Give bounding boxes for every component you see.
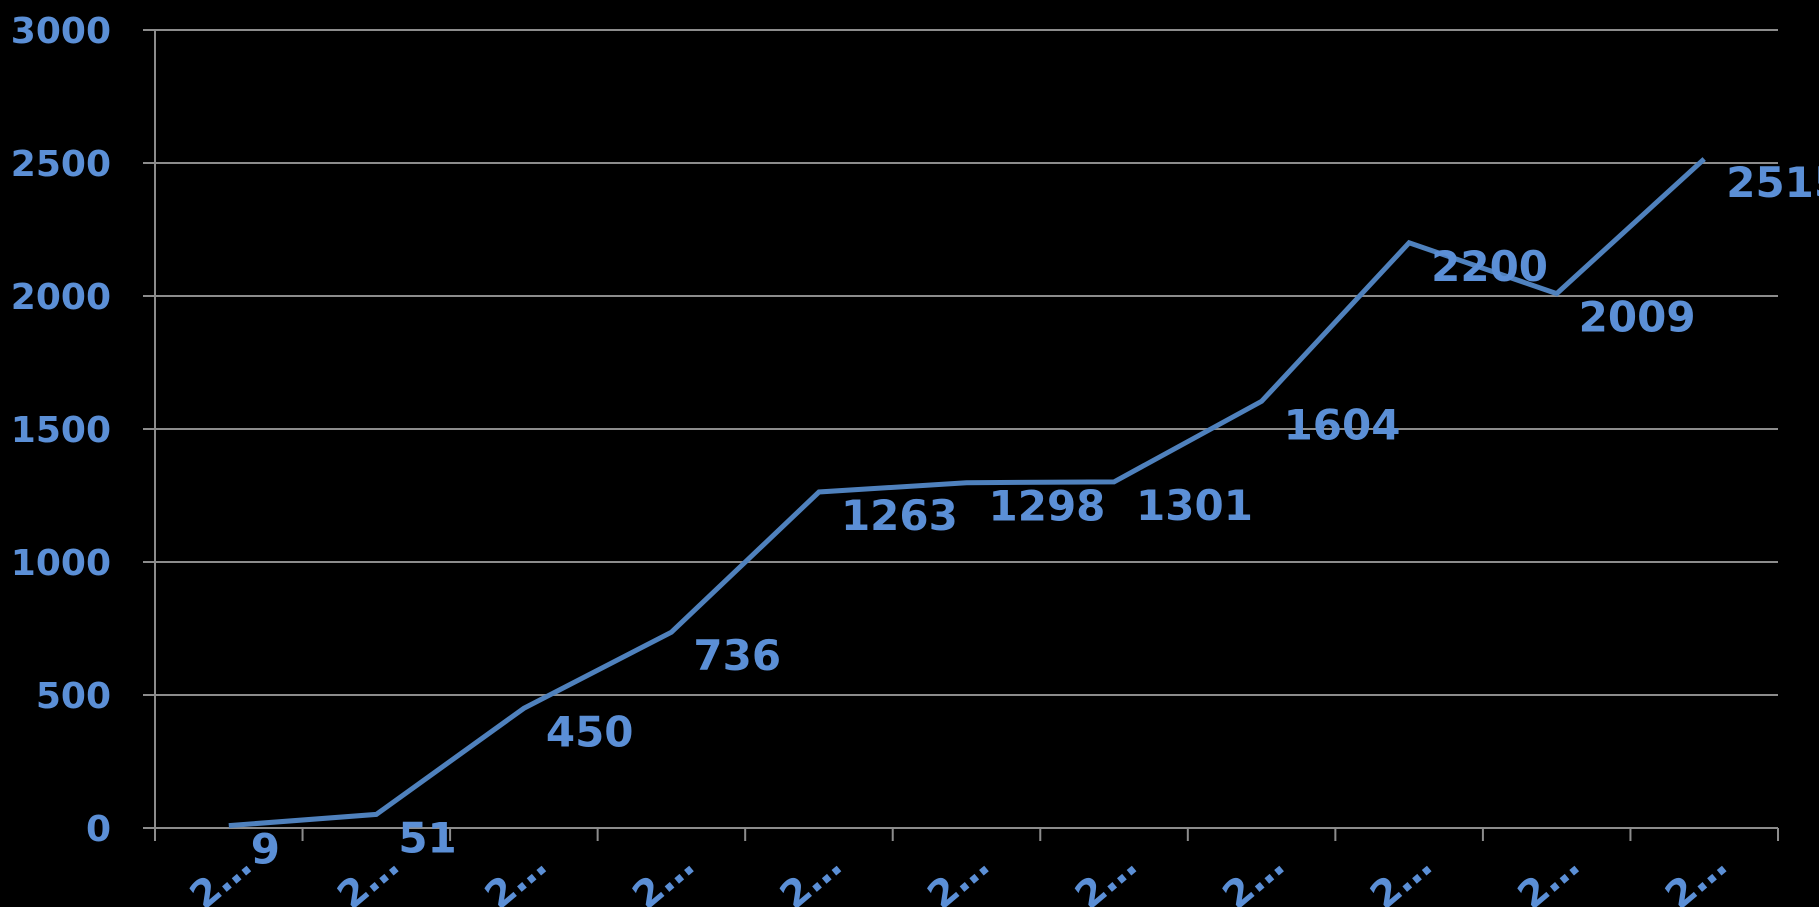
x-tick-label: 2… bbox=[1214, 842, 1292, 907]
data-label: 1298 bbox=[989, 482, 1106, 531]
y-tick-label: 500 bbox=[36, 676, 111, 717]
data-label: 1604 bbox=[1284, 400, 1401, 449]
y-axis-tick-labels: 0 500 1000 1500 2000 2500 3000 bbox=[11, 11, 111, 850]
y-tick-label: 1000 bbox=[11, 543, 111, 584]
data-label: 51 bbox=[398, 813, 456, 862]
y-tick-label: 2500 bbox=[11, 144, 111, 185]
y-tick-label: 0 bbox=[86, 809, 111, 850]
x-tick-label: 2… bbox=[772, 842, 850, 907]
data-label: 450 bbox=[546, 707, 634, 756]
axes bbox=[143, 29, 1779, 841]
x-tick-label: 2… bbox=[329, 842, 407, 907]
x-tick-label: 2… bbox=[1067, 842, 1145, 907]
data-label: 2200 bbox=[1431, 242, 1548, 291]
data-label: 2009 bbox=[1579, 293, 1696, 342]
x-tick-label: 2… bbox=[624, 842, 702, 907]
x-tick-label: 2… bbox=[182, 842, 260, 907]
x-tick-label: 2… bbox=[477, 842, 555, 907]
gridlines bbox=[155, 29, 1778, 696]
data-label: 1301 bbox=[1136, 481, 1253, 530]
x-tick-label: 2… bbox=[1509, 842, 1587, 907]
data-labels: 9 51 450 736 1263 1298 1301 1604 2200 2009 2515 bbox=[251, 158, 1819, 874]
y-tick-label: 1500 bbox=[11, 410, 111, 451]
series-lines bbox=[228, 157, 1706, 829]
data-label: 1263 bbox=[841, 491, 958, 540]
x-tick-label: 2… bbox=[1657, 842, 1735, 907]
x-tick-label: 2… bbox=[919, 842, 997, 907]
data-label: 9 bbox=[251, 825, 280, 874]
y-tick-label: 2000 bbox=[11, 277, 111, 318]
data-label: 2515 bbox=[1726, 158, 1819, 207]
y-tick-label: 3000 bbox=[11, 11, 111, 52]
data-label: 736 bbox=[693, 631, 781, 680]
x-tick-label: 2… bbox=[1362, 842, 1440, 907]
